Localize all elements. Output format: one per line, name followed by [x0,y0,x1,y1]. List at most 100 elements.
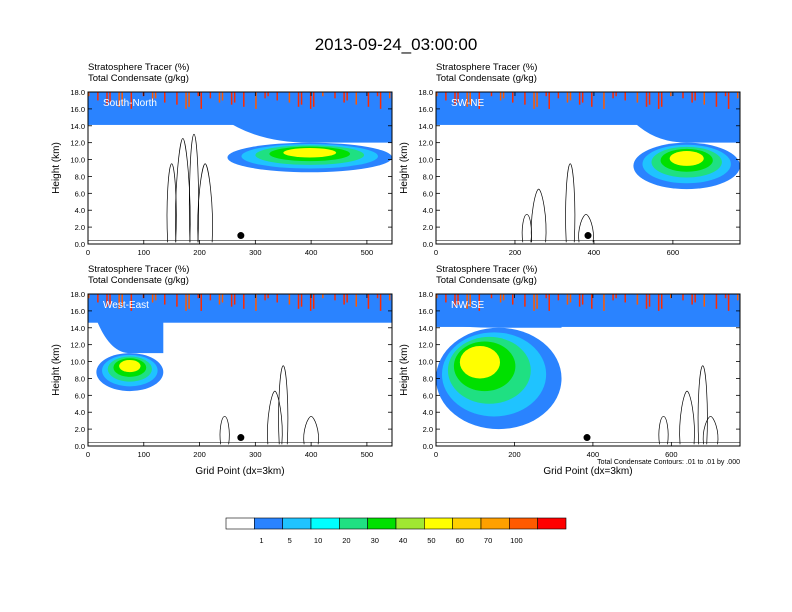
condensate-contour [278,365,289,445]
y-tick-label: 14.0 [418,324,433,333]
panel-sw-ne: Stratosphere Tracer (%)Total Condensate … [399,62,741,257]
plot-frame [435,293,741,447]
tracer-streak [691,92,693,103]
tracer-streak [591,294,593,309]
tracer-streak [624,294,626,303]
colorbar-label: 10 [314,536,322,545]
tracer-streak [97,294,99,303]
tracer-streak [703,92,706,105]
tracer-streak [106,294,108,307]
y-tick-label: 16.0 [70,307,85,316]
tracer-streak [548,92,550,109]
tracer-streak [454,294,456,307]
tracer-streak [624,92,626,101]
panel-name: NW-SE [451,300,484,311]
x-tick-label: 0 [434,450,438,459]
tracer-streak [670,294,672,299]
intrusion-contour [669,151,704,166]
x-tick-label: 200 [509,248,522,257]
x-tick-label: 400 [305,248,318,257]
colorbar-swatch [509,517,538,530]
contour-fill [88,92,392,243]
tracer-streak [379,294,382,311]
tracer-streak [197,92,199,97]
y-tick-label: 8.0 [423,172,433,181]
field-label-condensate: Total Condensate (g/kg) [88,275,189,286]
tracer-streak [367,92,370,107]
colorbar-swatch [367,517,397,530]
y-tick-label: 6.0 [423,391,433,400]
tracer-streak [151,294,154,303]
colorbar-label: 5 [288,536,292,545]
tracer-streak [176,294,178,307]
condensate-contour [697,365,708,445]
tracer-streak [121,294,123,307]
tracer-streak [478,92,481,109]
panel-name: West-East [103,300,149,311]
y-tick-label: 10.0 [418,358,433,367]
tracer-streak [309,92,312,109]
condensate-contour [175,138,191,243]
tracer-streak [578,294,581,307]
colorbar-label: 1 [259,536,263,545]
condensate-contour [658,416,669,445]
tracer-streak [569,92,572,101]
tracer-streak [200,92,202,109]
y-tick-label: 4.0 [423,206,433,215]
y-tick-label: 0.0 [75,240,85,249]
tracer-streak [309,294,312,311]
x-tick-label: 0 [86,450,90,459]
intrusion-contour [459,346,501,379]
tracer-streak [615,92,617,97]
y-tick-label: 18.0 [70,88,85,97]
tracer-streak [276,92,278,101]
y-tick-label: 6.0 [75,391,85,400]
y-tick-label: 18.0 [70,290,85,299]
location-marker [237,434,245,442]
tracer-streak [536,92,538,107]
tracer-streak [233,294,236,305]
fold-connector [436,323,562,328]
tracer-streak [388,294,391,301]
tracer-streak [209,92,212,99]
tracer-streak [524,294,526,307]
y-tick-label: 8.0 [75,374,85,383]
y-tick-label: 6.0 [75,189,85,198]
x-axis-label: Grid Point (dx=3km) [543,466,632,477]
tracer-streak [645,294,648,309]
colorbar-swatch [225,517,255,530]
tracer-layer [436,294,740,327]
tracer-streak [276,294,278,303]
condensate-contour [189,133,199,243]
y-tick-label: 0.0 [75,442,85,451]
tracer-streak [376,92,379,97]
tracer-streak [288,294,291,305]
tracer-layer [88,294,392,323]
tracer-streak [154,92,157,99]
tracer-streak [548,294,550,311]
tracer-streak [97,92,99,101]
y-tick-label: 8.0 [423,374,433,383]
condensate-contour [565,163,576,243]
tracer-streak [682,92,684,99]
location-marker [584,232,592,240]
colorbar-label: 100 [510,536,523,545]
x-tick-label: 400 [588,248,601,257]
tracer-streak [660,92,663,107]
contour-note: Total Condensate Contours: .01 to .01 by… [597,459,740,466]
tracer-streak [645,92,648,107]
tracer-streak [660,294,663,309]
tracer-streak [376,294,379,299]
plot-frame [87,91,393,245]
tracer-streak [297,294,300,309]
tracer-streak [300,92,303,105]
tracer-streak [121,92,123,105]
field-label-tracer: Stratosphere Tracer (%) [436,264,537,275]
y-tick-label: 16.0 [418,307,433,316]
tracer-streak [221,294,224,303]
colorbar-swatch [480,517,510,530]
tracer-streak [176,92,178,105]
tracer-streak [221,92,224,101]
field-label-condensate: Total Condensate (g/kg) [88,73,189,84]
